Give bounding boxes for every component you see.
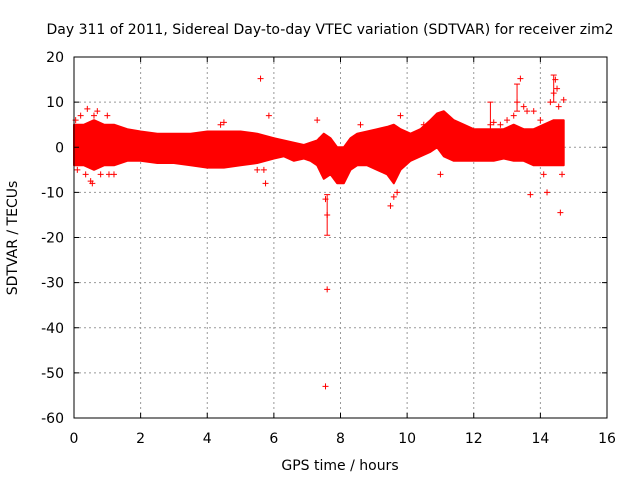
data-point <box>257 75 264 82</box>
x-tick-label: 4 <box>203 431 212 447</box>
x-tick-label: 14 <box>531 431 549 447</box>
data-point <box>537 117 544 124</box>
y-tick-label: -10 <box>41 185 64 201</box>
data-point <box>104 112 111 119</box>
chart-title: Day 311 of 2011, Sidereal Day-to-day VTE… <box>47 22 614 38</box>
data-point <box>514 99 521 106</box>
data-point <box>317 157 324 164</box>
data-point <box>487 121 494 128</box>
axis-ticks: 0 2 4 6 8 10 12 14 16 20 10 0 -10 -20 -30 -40 -50 -60 <box>41 50 616 447</box>
data-point <box>314 117 321 124</box>
y-tick-label: 0 <box>55 140 64 156</box>
data-point <box>324 211 331 218</box>
data-point <box>530 108 537 115</box>
data-point <box>540 171 547 178</box>
data-point <box>497 121 504 128</box>
data-series <box>72 74 567 390</box>
y-tick-label: 10 <box>46 95 64 111</box>
grid-lines <box>74 57 607 418</box>
data-point <box>94 108 101 115</box>
data-point <box>320 171 327 178</box>
data-point <box>547 99 554 106</box>
data-point <box>97 171 104 178</box>
data-point <box>554 85 561 92</box>
data-point <box>524 108 531 115</box>
data-point <box>74 166 81 173</box>
x-tick-label: 10 <box>398 431 416 447</box>
data-point <box>550 90 557 97</box>
data-point <box>77 112 84 119</box>
data-point <box>555 103 562 110</box>
data-point <box>544 189 551 196</box>
data-point <box>397 112 404 119</box>
y-tick-label: -40 <box>41 321 64 337</box>
data-point <box>520 103 527 110</box>
data-point <box>390 193 397 200</box>
data-point <box>260 166 267 173</box>
data-point <box>437 171 444 178</box>
y-tick-label: 20 <box>46 50 64 66</box>
data-point <box>517 75 524 82</box>
data-point <box>84 105 91 112</box>
data-point <box>82 171 89 178</box>
data-point <box>394 189 401 196</box>
data-point <box>557 209 564 216</box>
y-tick-label: -60 <box>41 411 64 427</box>
y-tick-label: -50 <box>41 366 64 382</box>
x-tick-label: 0 <box>70 431 79 447</box>
data-point <box>527 191 534 198</box>
data-point <box>560 96 567 103</box>
data-point <box>490 119 497 126</box>
data-point <box>90 112 97 119</box>
data-point <box>322 196 329 203</box>
data-point <box>324 286 331 293</box>
x-tick-label: 2 <box>136 431 145 447</box>
x-tick-label: 12 <box>465 431 483 447</box>
data-point <box>220 119 227 126</box>
data-point <box>315 137 322 144</box>
x-tick-label: 8 <box>336 431 345 447</box>
data-point <box>322 383 329 390</box>
x-axis-label: GPS time / hours <box>281 458 398 474</box>
data-point <box>559 171 566 178</box>
data-band <box>73 110 565 185</box>
x-tick-label: 16 <box>598 431 616 447</box>
data-point <box>254 166 261 173</box>
data-point <box>265 112 272 119</box>
data-point <box>552 76 559 83</box>
data-point <box>420 121 427 128</box>
data-point <box>262 180 269 187</box>
y-tick-label: -30 <box>41 276 64 292</box>
y-axis-label: SDTVAR / TECUs <box>5 181 21 296</box>
data-point <box>504 117 511 124</box>
data-point <box>357 121 364 128</box>
x-tick-label: 6 <box>269 431 278 447</box>
y-tick-label: -20 <box>41 231 64 247</box>
data-point <box>510 112 517 119</box>
data-point <box>89 180 96 187</box>
data-point <box>217 121 224 128</box>
data-point <box>387 202 394 209</box>
data-point <box>110 171 117 178</box>
